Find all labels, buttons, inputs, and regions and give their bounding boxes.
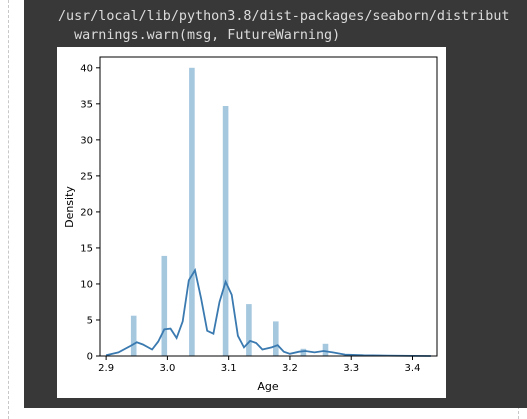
y-tick-label: 15 <box>80 243 93 254</box>
histogram-bar <box>273 321 279 356</box>
x-tick-label: 3.4 <box>405 363 421 374</box>
warning-call-line: warnings.warn(msg, FutureWarning) <box>58 28 341 43</box>
histogram-bar <box>161 255 168 356</box>
y-tick-label: 30 <box>80 135 93 146</box>
x-tick-label: 3.0 <box>159 363 175 374</box>
y-tick-label: 10 <box>80 279 93 290</box>
x-tick-label: 3.1 <box>221 363 237 374</box>
y-tick-label: 0 <box>87 352 93 363</box>
x-tick-label: 3.3 <box>343 363 359 374</box>
y-tick-label: 5 <box>87 315 93 326</box>
plot-image: 2.9 3.0 3.1 3.2 3.3 3.4 0 5 10 15 20 25 30 35 40 Age … <box>57 47 446 398</box>
histogram-bar <box>222 106 229 356</box>
x-tick-label: 3.2 <box>282 363 298 374</box>
notebook-output-area: /usr/local/lib/python3.8/dist-packages/s… <box>24 0 527 408</box>
dashed-guide-left <box>8 0 9 419</box>
plot-axes-frame <box>99 56 438 357</box>
x-axis-label: Age <box>257 380 279 393</box>
warning-path-line: /usr/local/lib/python3.8/dist-packages/s… <box>58 9 510 24</box>
histogram-bars <box>130 67 329 357</box>
histogram-bar <box>246 304 252 356</box>
y-tick-label: 20 <box>80 207 93 218</box>
histogram-bar <box>322 343 329 356</box>
kde-curve <box>105 267 431 357</box>
histogram-bar <box>189 67 195 357</box>
y-axis-label: Density <box>63 186 76 228</box>
histogram-bar <box>300 348 307 356</box>
y-tick-label: 40 <box>80 63 93 74</box>
y-tick-label: 25 <box>80 171 93 182</box>
x-axis-ticks: 2.9 3.0 3.1 3.2 3.3 3.4 <box>98 356 420 374</box>
y-tick-label: 35 <box>80 99 93 110</box>
histogram-bar <box>130 315 137 356</box>
y-axis-ticks: 0 5 10 15 20 25 30 35 40 <box>80 63 100 363</box>
x-tick-label: 2.9 <box>98 363 114 374</box>
